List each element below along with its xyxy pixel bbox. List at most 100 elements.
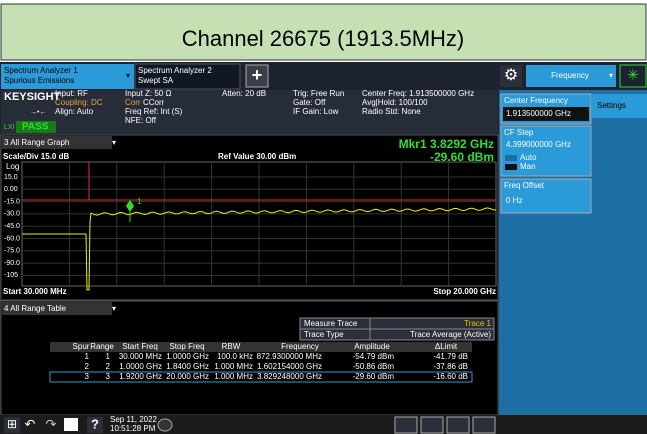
type-label: Trace Type — [304, 330, 344, 339]
redo-icon[interactable]: ↷ — [46, 416, 57, 431]
settings-button[interactable] — [500, 65, 522, 87]
cell: 1 — [85, 352, 90, 361]
cell: 2 — [106, 362, 111, 371]
column-header: Spur — [73, 342, 90, 351]
limit-line — [22, 162, 496, 201]
menu-label: Frequency — [551, 71, 589, 80]
tab-arrow: ▾ — [126, 71, 130, 80]
cell: 1.9200 GHz — [119, 372, 162, 381]
y-tick-label: -15.0 — [4, 198, 20, 205]
start-freq: Start 30.000 MHz — [3, 287, 67, 296]
marker — [126, 200, 134, 212]
type-value: Trace Average (Active) — [410, 330, 491, 339]
info: Gate: Off — [293, 98, 326, 107]
cell: 1 — [106, 352, 111, 361]
status-glyph: ✳ — [627, 67, 639, 83]
undo-icon[interactable]: ↶ — [25, 416, 36, 431]
scale-div: Scale/Div 15.0 dB — [3, 152, 69, 161]
menu-arrow: ▾ — [609, 71, 613, 80]
cell: -29.60 dBm — [353, 372, 395, 381]
dropdown-arrow: ▾ — [112, 138, 116, 147]
info: IF Gain: Low — [293, 107, 339, 116]
cell: 1.0000 GHz — [166, 352, 209, 361]
help-button[interactable] — [87, 417, 103, 433]
cell: 20.000 GHz — [166, 372, 209, 381]
add-tab-button[interactable] — [245, 64, 269, 88]
fullscreen-icon[interactable] — [472, 416, 496, 434]
radio-on — [505, 155, 517, 161]
add-tab-label: + — [252, 65, 263, 85]
tab-active[interactable] — [1, 64, 134, 89]
cell: -41.79 dB — [433, 352, 468, 361]
measure-label: Measure Trace — [304, 319, 358, 328]
column-header: Amplitude — [354, 342, 390, 351]
key-value: 1.913500000 GHz — [506, 109, 571, 118]
cell: 1.8400 GHz — [166, 362, 209, 371]
tab[interactable] — [134, 63, 241, 90]
window-title-bar[interactable] — [2, 302, 112, 315]
cell: 1.602154000 GHz — [257, 362, 322, 371]
column-header: Start Freq — [122, 342, 158, 351]
cell: 30.000 MHz — [119, 352, 162, 361]
cell: 3 — [85, 372, 90, 381]
settings-tab[interactable] — [592, 94, 647, 118]
keypad-icon[interactable] — [394, 416, 418, 434]
status-icon[interactable] — [619, 64, 647, 88]
column-header: RBW — [222, 342, 241, 351]
info-bar — [1, 90, 498, 134]
tab-label: Spectrum Analyzer 2 — [138, 66, 212, 75]
settings-label: Settings — [597, 101, 626, 110]
plot: 15.0 0.00 -15.0 -30.0 -45.0 -60.0 -75.0 -90.0 -1… — [4, 161, 497, 291]
cell: 1.000 MHz — [214, 372, 253, 381]
cell: 872.9300000 MHz — [257, 352, 322, 361]
help-label: ? — [91, 416, 99, 431]
measure-value: Trace 1 — [464, 319, 491, 328]
result-table: Spur Range Start Freq Stop Freq RBW Frequency… — [49, 342, 473, 383]
y-tick-label: 0.00 — [4, 186, 18, 193]
selected-row[interactable] — [49, 371, 473, 383]
key-value: 0 Hz — [506, 196, 522, 205]
brand: KEYSIGHT — [4, 91, 61, 103]
folder-icon[interactable] — [64, 418, 78, 431]
y-tick-label: -75.0 — [4, 248, 20, 255]
pass-box — [16, 121, 56, 133]
header-title: Channel 26675 (1913.5MHz) — [182, 26, 465, 51]
chat-icon[interactable] — [157, 418, 173, 432]
menu-button[interactable] — [526, 65, 616, 87]
cell: 100.0 kHz — [217, 352, 253, 361]
windows-icon: ⊞ — [7, 417, 17, 431]
info: CCorr — [143, 98, 165, 107]
window-title: 4 All Range Table — [4, 304, 67, 313]
status: PASS — [22, 122, 49, 133]
option: Man — [520, 162, 536, 171]
freq-offset-key[interactable] — [500, 178, 592, 214]
start-button[interactable] — [4, 417, 20, 433]
cell: 1.0000 GHz — [119, 362, 162, 371]
info: Atten: 20 dB — [222, 89, 266, 98]
dropdown-arrow: ▾ — [112, 304, 116, 313]
cell: 1.000 MHz — [214, 362, 253, 371]
key-label: Center Frequency — [504, 96, 568, 105]
layout-icon[interactable] — [446, 416, 470, 434]
cell: 2 — [85, 362, 90, 371]
table-header — [50, 342, 472, 352]
info: Align: Auto — [55, 107, 94, 116]
marker-amplitude: -29.60 dBm — [430, 150, 494, 164]
date: Sep 11, 2022 — [110, 415, 158, 424]
window-title: 3 All Range Graph — [4, 138, 69, 147]
window-title-bar[interactable] — [2, 136, 112, 149]
header-band — [0, 3, 647, 61]
cell: -37.86 dB — [433, 362, 468, 371]
key-value: 4.399000000 GHz — [506, 140, 571, 149]
cell: -50.86 dBm — [353, 362, 395, 371]
column-header: Stop Freq — [169, 342, 204, 351]
cell: 3.829248000 GHz — [257, 372, 322, 381]
ref-value: Ref Value 30.00 dBm — [218, 152, 296, 161]
column-header: Frequency — [281, 342, 319, 351]
touch-icon[interactable] — [420, 416, 444, 434]
time: 10:51:28 PM — [110, 424, 156, 433]
y-tick-label: -90.0 — [4, 260, 20, 267]
log-label: Log — [6, 162, 19, 171]
